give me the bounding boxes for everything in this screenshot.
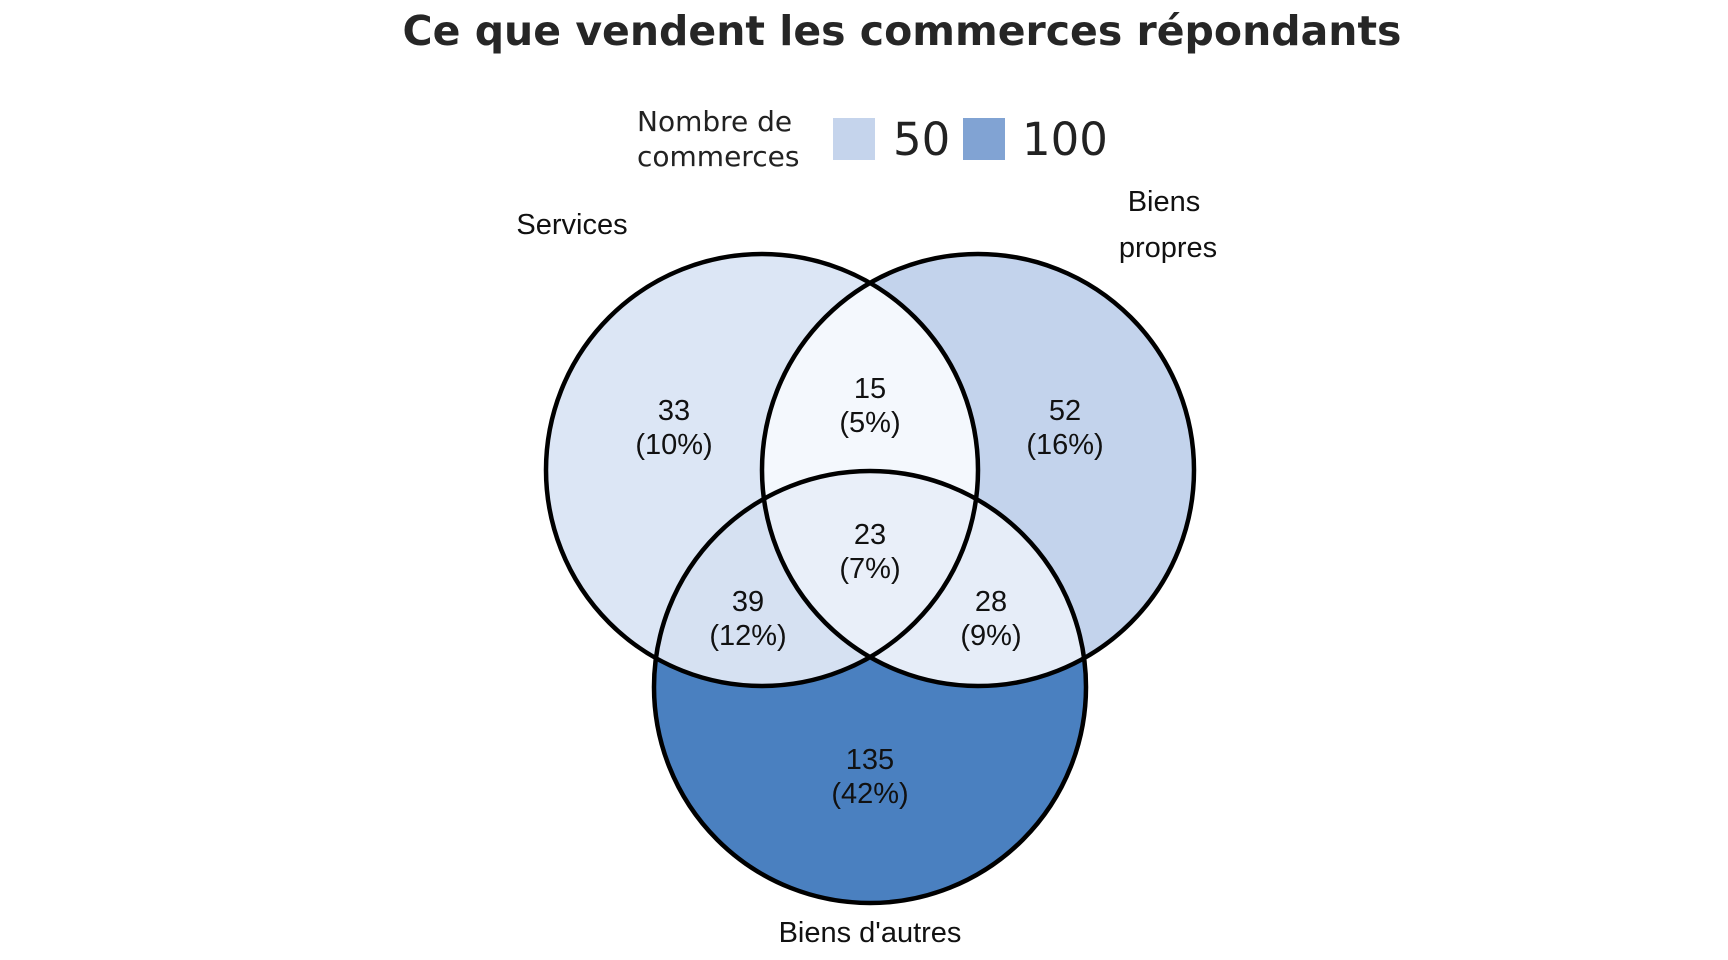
count-biens-propres-only: 52 bbox=[1049, 395, 1081, 427]
set-label-biens-propres-line-2: propres bbox=[1119, 232, 1217, 264]
pct-biens-propres-only: (16%) bbox=[1026, 429, 1103, 461]
venn-regions bbox=[546, 254, 1194, 903]
count-biens-propres-biens-autres: 28 bbox=[975, 586, 1007, 618]
pct-biens-autres-only: (42%) bbox=[831, 778, 908, 810]
set-label-biens-propres-line-1: Biens bbox=[1128, 186, 1201, 218]
set-label-services: Services bbox=[516, 209, 627, 241]
count-services-biens-autres: 39 bbox=[732, 586, 764, 618]
count-biens-autres-only: 135 bbox=[846, 744, 894, 776]
pct-biens-propres-biens-autres: (9%) bbox=[960, 620, 1021, 652]
region-biens-propres-biens-autres bbox=[762, 471, 1086, 686]
count-services-biens-propres: 15 bbox=[854, 373, 886, 405]
legend-title-line-2: commerces bbox=[637, 140, 799, 173]
legend-value-100: 100 bbox=[1022, 113, 1108, 166]
circle-biens-autres bbox=[651, 468, 1089, 906]
count-services-only: 33 bbox=[658, 395, 690, 427]
pct-all-three: (7%) bbox=[839, 553, 900, 585]
legend-swatch-100 bbox=[963, 118, 1005, 160]
legend-swatch-50 bbox=[833, 118, 875, 160]
set-label-biens-autres: Biens d'autres bbox=[779, 917, 962, 949]
chart-title: Ce que vendent les commerces répondants bbox=[403, 7, 1402, 55]
legend-value-50: 50 bbox=[893, 113, 950, 166]
circle-biens-propres bbox=[759, 251, 1197, 689]
circle-services bbox=[543, 251, 981, 689]
legend-title-line-1: Nombre de bbox=[637, 105, 792, 138]
region-services-biens-autres bbox=[654, 471, 978, 686]
pct-services-biens-autres: (12%) bbox=[709, 620, 786, 652]
pct-services-biens-propres: (5%) bbox=[839, 407, 900, 439]
pct-services-only: (10%) bbox=[635, 429, 712, 461]
legend: Nombre de commerces 50 100 bbox=[637, 105, 1108, 173]
count-all-three: 23 bbox=[854, 519, 886, 551]
